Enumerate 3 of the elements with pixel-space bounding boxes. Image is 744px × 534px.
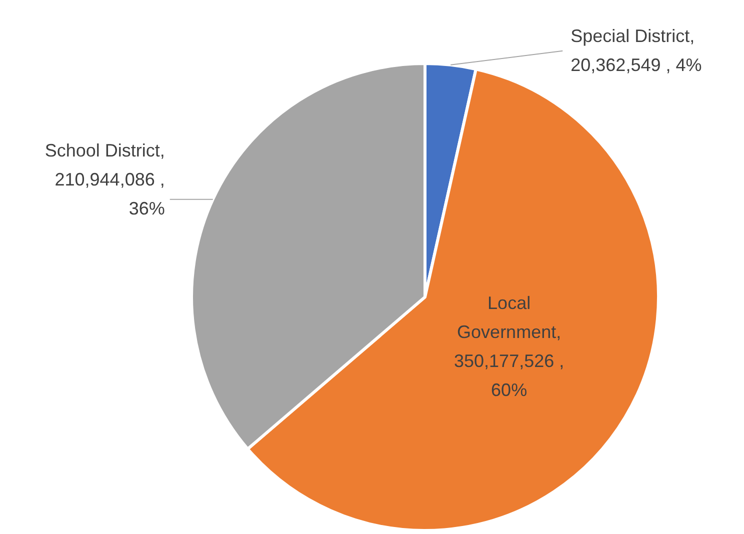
slice-label: School District, 210,944,086 , 36% bbox=[44, 140, 165, 218]
slice-label: Local Government, 350,177,526 , 60% bbox=[454, 292, 564, 400]
slice-label: Special District, 20,362,549 , 4% bbox=[570, 26, 702, 75]
